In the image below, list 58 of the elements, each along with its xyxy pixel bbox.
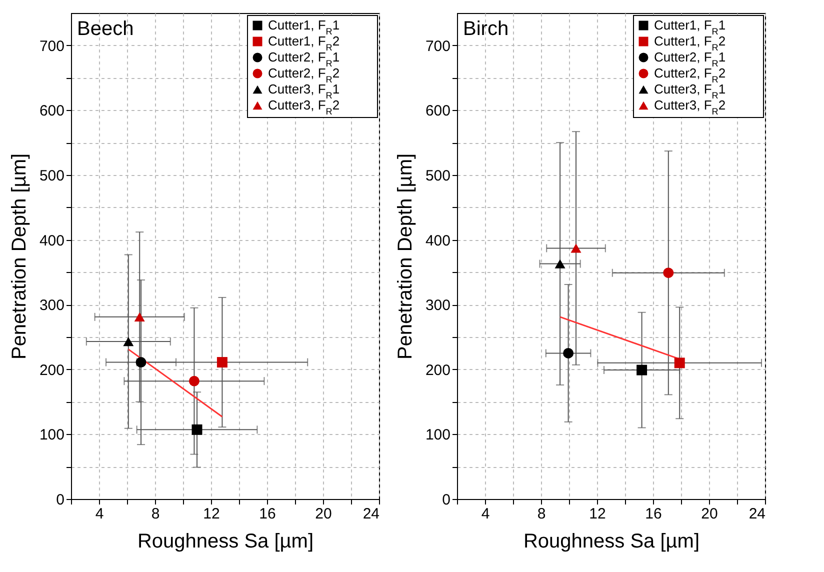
y-tick-label: 0: [442, 492, 450, 508]
y-tick-label: 200: [425, 362, 450, 379]
y-axis-title: Penetration Depth [µm]: [8, 153, 30, 360]
y-tick-label: 400: [425, 232, 450, 250]
legend-label: Cutter3, F$_{R}$1: [654, 82, 726, 100]
x-tick-label: 16: [645, 506, 662, 522]
point: [563, 348, 574, 358]
x-axis-title: Roughness Sa [µm]: [137, 530, 314, 552]
y-tick-label: 500: [425, 168, 450, 184]
legend-label: Cutter3, F$_{R}$1: [268, 82, 340, 100]
legend-label: Cutter1, F$_{R}$1: [268, 18, 340, 36]
point: [554, 259, 566, 268]
x-tick-label: 16: [259, 506, 276, 522]
y-tick-label: 100: [39, 426, 64, 444]
y-tick-label: 700: [425, 38, 450, 55]
x-tick-label: 12: [589, 506, 606, 522]
y-tick-label: 100: [425, 426, 450, 444]
x-tick-label: 20: [701, 506, 718, 522]
legend-label: Cutter3, F$_{R}$2: [654, 98, 726, 116]
chart-title: Birch: [463, 18, 509, 40]
legend-label: Cutter1, F$_{R}$2: [268, 34, 340, 52]
legend-label: Cutter2, F$_{R}$1: [268, 50, 340, 68]
y-tick-label: 300: [39, 297, 64, 314]
point: [216, 357, 228, 368]
y-tick-label: 700: [39, 38, 64, 55]
y-tick-label: 600: [425, 102, 450, 120]
legend-label: Cutter2, F$_{R}$2: [268, 66, 340, 84]
point: [192, 424, 202, 435]
point: [663, 268, 674, 278]
x-tick-label: 20: [315, 506, 332, 522]
point: [636, 364, 648, 376]
chart-title: Beech: [77, 18, 134, 40]
y-tick-label: 300: [425, 297, 450, 314]
legend-label: Cutter2, F$_{R}$2: [654, 66, 726, 84]
x-tick-label: 12: [203, 506, 220, 522]
legend-label: Cutter1, F$_{R}$1: [654, 18, 726, 36]
y-tick-label: 200: [39, 362, 64, 379]
point: [136, 357, 146, 368]
x-tick-label: 8: [151, 506, 160, 522]
y-tick-label: 600: [39, 102, 64, 120]
x-tick-label: 4: [95, 506, 104, 522]
y-tick-label: 0: [56, 492, 64, 508]
x-tick-label: 24: [748, 506, 766, 522]
legend-label: Cutter2, F$_{R}$1: [654, 50, 726, 68]
y-tick-label: 400: [39, 232, 64, 250]
point: [123, 336, 134, 346]
point: [674, 358, 685, 368]
x-tick-label: 4: [481, 506, 490, 522]
x-tick-label: 8: [537, 506, 546, 522]
x-tick-label: 24: [362, 506, 380, 522]
y-tick-label: 500: [39, 168, 64, 184]
point: [188, 376, 200, 386]
point: [134, 312, 145, 322]
x-axis-title: Roughness Sa [µm]: [523, 530, 700, 552]
legend-label: Cutter1, F$_{R}$2: [654, 34, 726, 52]
legend-label: Cutter3, F$_{R}$2: [268, 98, 340, 116]
point: [570, 244, 582, 253]
y-axis-title: Penetration Depth [µm]: [394, 153, 416, 360]
